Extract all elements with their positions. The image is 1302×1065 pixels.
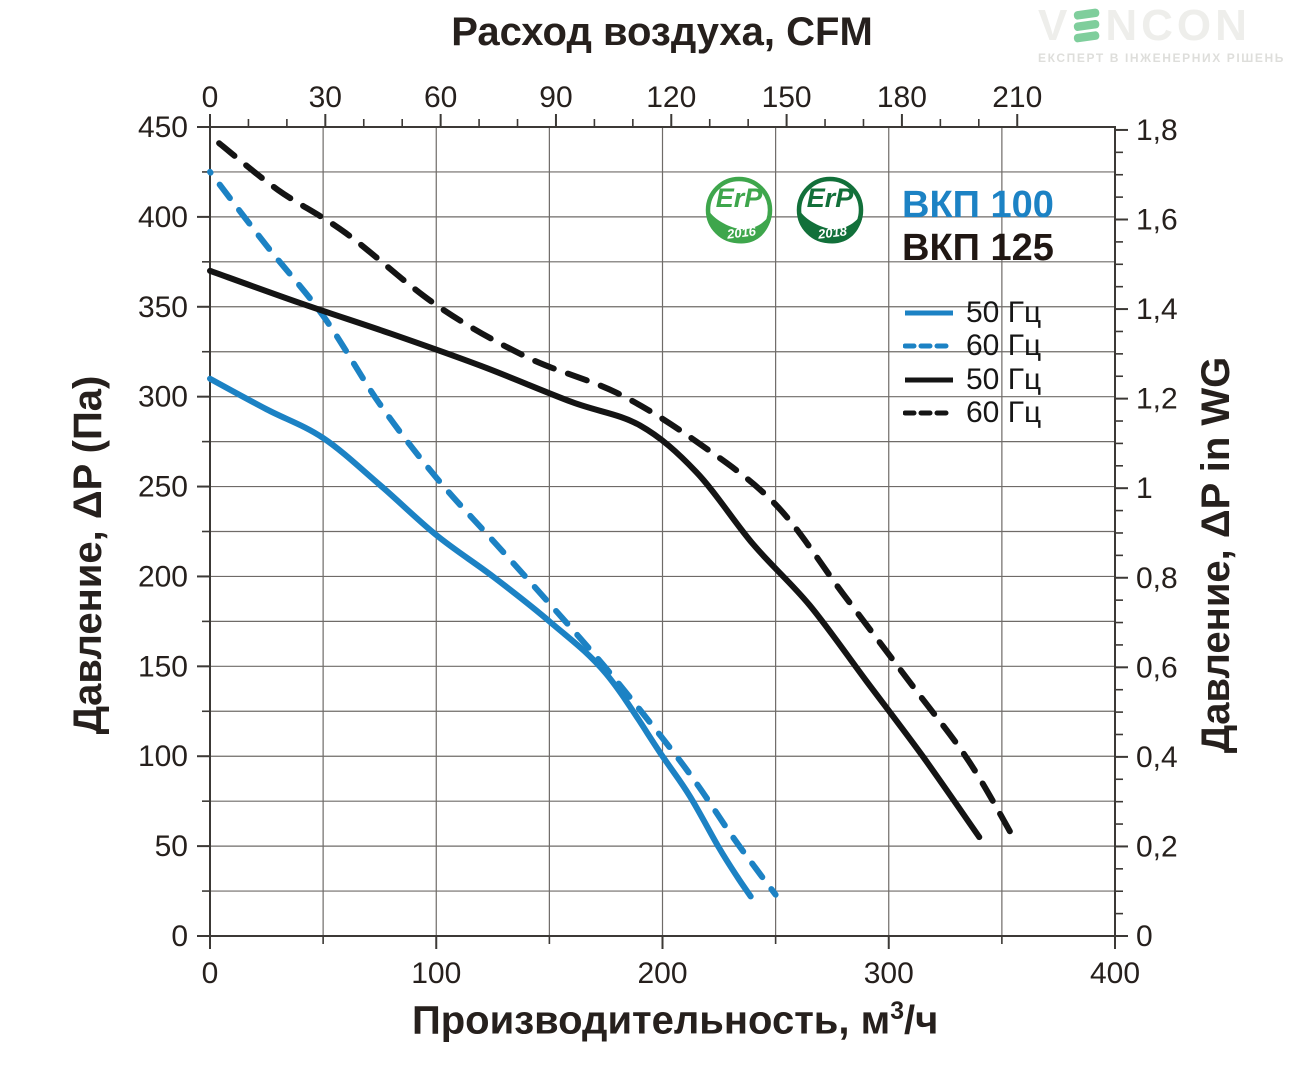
curve-vkp125-60hz — [216, 140, 1017, 841]
legend-entry: 50 Гц — [903, 363, 1041, 397]
vencon-wordmark: V NCON — [1038, 4, 1288, 48]
left-axis-title: Давление, ΔP (Па) — [66, 375, 110, 735]
left-axis-tick-label: 350 — [138, 291, 188, 324]
legend-dashed-line-icon — [903, 410, 955, 416]
left-axis-tick-label: 50 — [155, 830, 188, 863]
legend-entry: 60 Гц — [903, 397, 1041, 431]
left-axis-tick-label: 200 — [138, 560, 188, 593]
logo-letter-v: V — [1038, 1, 1072, 50]
right-axis-tick-label: 1,8 — [1136, 114, 1178, 147]
vencon-logo: V NCON ЕКСПЕРТ В ІНЖЕНЕРНИХ РІШЕНЬ — [1038, 4, 1288, 66]
logo-wave-e-icon — [1074, 8, 1100, 43]
left-axis-tick-label: 150 — [138, 650, 188, 683]
right-axis-tick-label: 0,6 — [1136, 651, 1178, 684]
curve-vkp100-60hz — [207, 168, 779, 898]
erp-2018-year: 2018 — [816, 223, 848, 242]
right-axis-tick-label: 0 — [1136, 920, 1153, 953]
top-axis-tick-label: 90 — [539, 81, 572, 114]
right-axis-tick-label: 0,2 — [1136, 830, 1178, 863]
bottom-axis-tick-label: 0 — [202, 957, 219, 990]
logo-tagline: ЕКСПЕРТ В ІНЖЕНЕРНИХ РІШЕНЬ — [1038, 51, 1286, 65]
top-axis-tick-label: 0 — [202, 81, 219, 114]
erp-2016-badge: ErP 2016 — [705, 176, 773, 244]
left-axis-tick-label: 0 — [171, 920, 188, 953]
top-axis-tick-label: 60 — [424, 81, 457, 114]
bottom-axis-title-sup: 3 — [890, 998, 904, 1025]
right-axis-tick-label: 1,6 — [1136, 204, 1178, 237]
bottom-axis-title-pre: Производительность, м — [412, 998, 891, 1043]
right-axis-title: Давление, ΔP in WG — [1194, 356, 1238, 754]
legend-solid-line-icon — [905, 310, 953, 316]
erp-2018-leaf-icon — [798, 208, 863, 244]
legend-entries: 50 Гц 60 Гц 50 Гц 60 Гц — [903, 296, 1041, 430]
right-axis-tick-label: 1 — [1136, 472, 1153, 505]
top-axis-tick-label: 150 — [762, 81, 812, 114]
bottom-axis-title-post: /ч — [903, 998, 939, 1043]
erp-2016-year: 2016 — [725, 223, 757, 242]
bottom-axis-tick-label: 300 — [864, 957, 914, 990]
legend-entry-label: 50 Гц — [966, 362, 1042, 396]
curve-vkp125-50hz — [207, 267, 983, 841]
logo-wave-bar — [1074, 31, 1100, 43]
bottom-axis-tick-label: 400 — [1090, 957, 1140, 990]
bottom-axis-tick-label: 200 — [637, 957, 687, 990]
left-axis-tick-label: 300 — [138, 381, 188, 414]
legend-dashed-line-icon — [903, 343, 955, 349]
top-axis-tick-label: 180 — [877, 81, 927, 114]
top-axis-tick-label: 210 — [992, 81, 1042, 114]
logo-wave-bar — [1074, 8, 1100, 20]
top-axis-tick-label: 120 — [646, 81, 696, 114]
legend-model-vkp125: ВКП 125 — [902, 227, 1054, 269]
right-axis-tick-label: 1,2 — [1136, 383, 1178, 416]
curves-group — [207, 140, 1017, 900]
logo-wave-bar — [1074, 19, 1100, 31]
right-axis-tick-label: 0,4 — [1136, 741, 1178, 774]
legend-entry: 50 Гц — [903, 296, 1041, 330]
top-axis-title: Расход воздуха, CFM — [451, 10, 873, 54]
top-axis-tick-label: 30 — [309, 81, 342, 114]
right-axis-tick-label: 0,8 — [1136, 562, 1178, 595]
erp-2018-label: ErP — [807, 183, 855, 213]
legend-entry: 60 Гц — [903, 330, 1041, 364]
curve-vkp100-50hz — [207, 375, 754, 900]
left-axis-tick-label: 400 — [138, 201, 188, 234]
erp-2016-leaf-icon — [707, 208, 772, 244]
logo-letters-ncon: NCON — [1105, 1, 1251, 50]
legend-entry-label: 60 Гц — [966, 329, 1042, 363]
right-axis-tick-label: 1,4 — [1136, 293, 1178, 326]
bottom-axis-title: Производительность, м3/ч — [412, 998, 938, 1043]
left-axis-tick-label: 250 — [138, 471, 188, 504]
left-axis-tick-label: 450 — [138, 111, 188, 144]
left-axis-tick-label: 100 — [138, 740, 188, 773]
bottom-axis-tick-label: 100 — [411, 957, 461, 990]
erp-2018-badge: ErP 2018 — [796, 176, 864, 244]
legend-model-vkp100: ВКП 100 — [902, 184, 1054, 226]
erp-2016-label: ErP — [716, 183, 764, 213]
legend-entry-label: 60 Гц — [966, 396, 1042, 430]
legend-entry-label: 50 Гц — [966, 295, 1042, 329]
legend-solid-line-icon — [905, 377, 953, 383]
